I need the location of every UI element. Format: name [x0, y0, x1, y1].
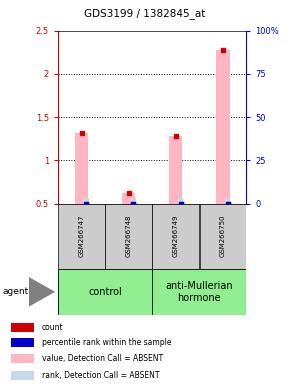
- Text: GSM266747: GSM266747: [79, 215, 85, 257]
- Bar: [200, 204, 246, 269]
- Text: GDS3199 / 1382845_at: GDS3199 / 1382845_at: [84, 8, 206, 19]
- Bar: [216, 50, 230, 204]
- Bar: [169, 136, 182, 204]
- Bar: [130, 199, 136, 204]
- Text: rank, Detection Call = ABSENT: rank, Detection Call = ABSENT: [42, 371, 160, 379]
- Bar: [153, 204, 199, 269]
- Bar: [11, 371, 34, 379]
- Bar: [75, 132, 88, 204]
- Text: anti-Mullerian
hormone: anti-Mullerian hormone: [166, 281, 233, 303]
- Bar: [225, 199, 231, 204]
- Bar: [58, 269, 152, 315]
- Polygon shape: [29, 277, 55, 306]
- Bar: [11, 338, 34, 347]
- Text: count: count: [42, 323, 64, 332]
- Bar: [11, 323, 34, 332]
- Bar: [105, 204, 152, 269]
- Text: GSM266748: GSM266748: [126, 215, 132, 257]
- Text: agent: agent: [3, 287, 29, 296]
- Text: value, Detection Call = ABSENT: value, Detection Call = ABSENT: [42, 354, 163, 363]
- Bar: [152, 269, 246, 315]
- Bar: [178, 199, 183, 204]
- Bar: [122, 193, 135, 204]
- Bar: [11, 354, 34, 363]
- Text: percentile rank within the sample: percentile rank within the sample: [42, 338, 172, 347]
- Text: GSM266750: GSM266750: [220, 215, 226, 257]
- Bar: [84, 199, 89, 204]
- Bar: [58, 204, 105, 269]
- Text: control: control: [88, 287, 122, 297]
- Text: GSM266749: GSM266749: [173, 215, 179, 257]
